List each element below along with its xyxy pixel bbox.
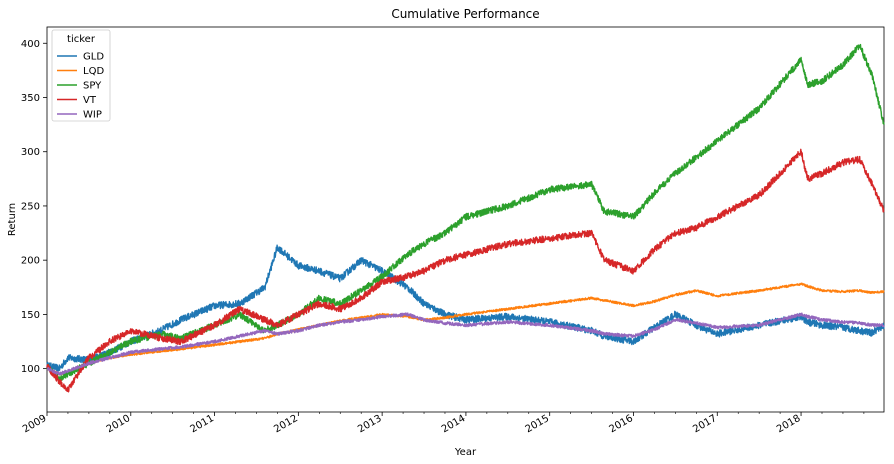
series-line-wip <box>46 312 885 376</box>
y-tick-label: 100 <box>21 364 40 375</box>
chart-title: Cumulative Performance <box>391 7 539 21</box>
x-tick-label: 2012 <box>272 413 300 435</box>
y-tick-label: 300 <box>21 147 40 158</box>
x-tick-label: 2016 <box>607 413 635 435</box>
series-line-gld <box>46 244 885 372</box>
legend-label-lqd: LQD <box>83 66 104 77</box>
x-tick-label: 2010 <box>105 413 133 435</box>
legend-title: ticker <box>67 34 96 45</box>
x-tick-label: 2014 <box>440 413 468 435</box>
x-tick-label: 2013 <box>356 413 384 435</box>
x-tick-label: 2017 <box>691 413 719 435</box>
y-tick-label: 200 <box>21 256 40 267</box>
y-tick-label: 350 <box>21 93 40 104</box>
legend-box <box>51 29 111 122</box>
x-tick-label: 2018 <box>775 413 803 435</box>
series-line-vt <box>46 148 885 393</box>
plot-frame <box>46 26 885 413</box>
x-tick-label: 2009 <box>21 413 49 435</box>
y-tick-label: 250 <box>21 201 40 212</box>
legend-label-gld: GLD <box>83 52 104 63</box>
x-tick-label: 2015 <box>524 413 552 435</box>
y-tick-label: 150 <box>21 310 40 321</box>
x-tick-label: 2011 <box>189 413 217 435</box>
y-axis-label: Return <box>7 203 18 236</box>
x-axis-label: Year <box>454 447 477 458</box>
legend-label-vt: VT <box>83 95 97 106</box>
legend-label-spy: SPY <box>83 81 102 92</box>
series-line-spy <box>46 43 885 382</box>
legend-label-wip: WIP <box>83 110 102 121</box>
y-tick-label: 400 <box>21 39 40 50</box>
